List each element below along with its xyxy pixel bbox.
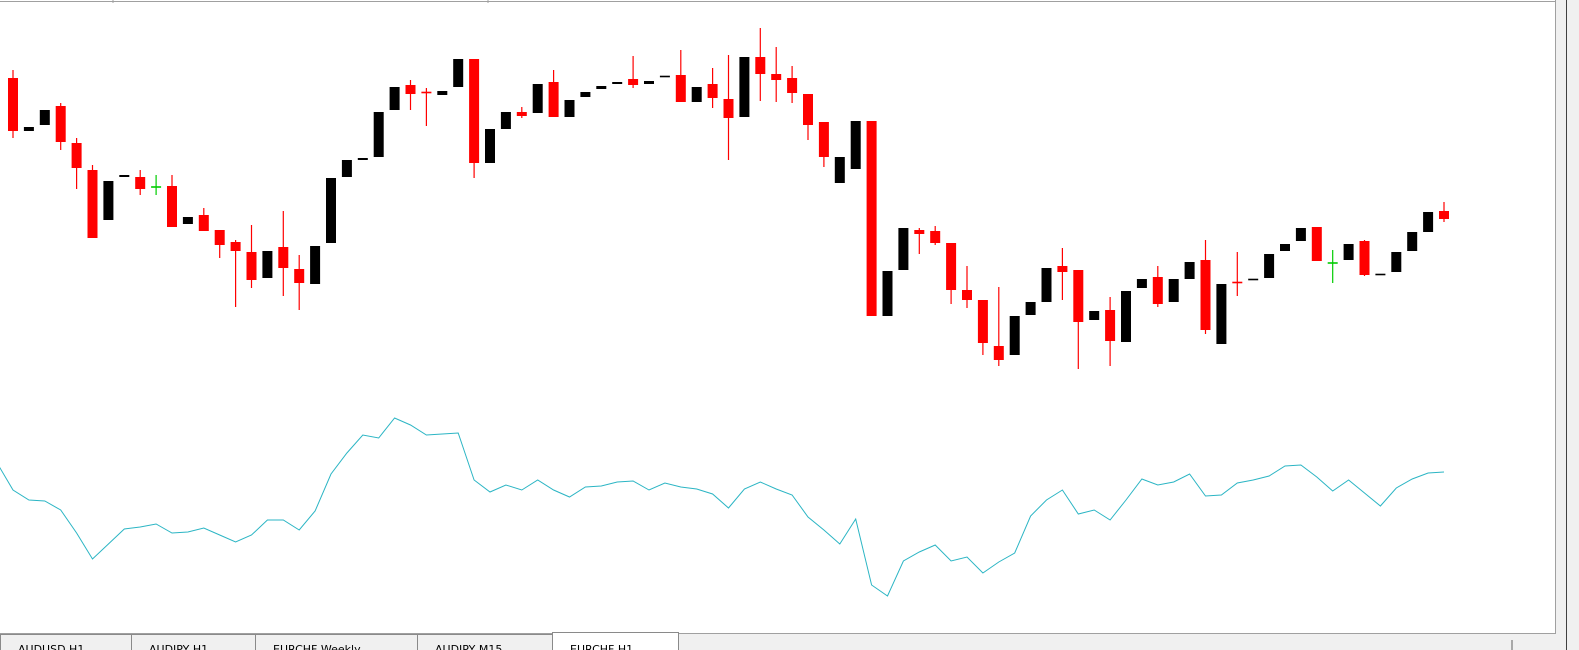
candle-body [294,269,305,283]
candle-body [1343,244,1354,260]
candle-body [135,177,146,189]
candle-body [1089,311,1100,320]
candle-body [739,57,750,117]
candle-body [707,84,718,98]
candle-body [119,175,130,177]
candle-body [898,228,909,270]
candle-body [310,246,321,284]
candle-body [1439,211,1449,219]
candle-body [628,79,639,85]
candle-body [516,112,527,116]
candle-body [1391,252,1402,272]
candle-body [453,59,464,87]
candle-body [405,85,416,94]
candle-body [914,230,925,234]
candle-body [850,121,861,169]
candle-body [691,87,702,102]
candle-body [803,94,813,125]
candle-body [357,158,368,160]
candle-body [612,82,623,84]
candle-body [278,247,289,268]
candle-body [580,92,591,97]
candle-body [437,91,448,95]
candle-body [1280,244,1290,251]
tab-label[interactable]: EURCHF,Weekly [273,643,361,650]
candle-body [1200,260,1211,330]
candle-body [564,100,575,117]
candle-body [1216,284,1227,344]
candle-body [230,242,241,251]
candle-body [39,110,50,125]
candle-body [882,271,893,316]
candle-body [1025,302,1036,315]
candle-body [1041,268,1052,302]
tab-label[interactable]: AUDJPY,H1 [149,643,208,650]
candle-body [485,129,495,163]
candle-body [8,78,18,131]
candle-body [326,178,336,243]
tab-label[interactable]: AUDUSD,H1 [18,643,84,650]
candle-body [87,170,98,238]
candle-body [246,252,257,280]
tab-strip: AUDUSD,H1 AUDJPY,H1 EURCHF,Weekly AUDJPY,M1… [0,632,1513,650]
candle-body [548,82,559,117]
candle-body [389,87,400,110]
candle-body [930,231,941,243]
candle-body [167,186,177,227]
candle-body [818,122,829,157]
candle-body [644,81,654,84]
candle-body [1152,277,1163,304]
tab-label[interactable]: EURCHF,H1 [570,643,633,650]
candle-body [962,290,972,300]
candle-body [1009,316,1020,355]
candle-body [71,143,82,168]
candle-body [1184,262,1195,279]
candle-body [214,230,225,245]
candle-body [500,112,511,129]
candle-body [1136,279,1147,288]
candle-body [341,160,352,177]
candle-body [1295,228,1306,241]
candle-body [1105,310,1116,341]
candle-body [1311,227,1322,261]
candle-body [373,112,384,157]
candle-body [469,59,480,163]
candle-body [262,251,273,278]
candle-body [977,300,988,343]
candle-body [1407,232,1418,251]
candle-body [55,106,66,142]
candle-body [1264,254,1275,278]
candle-body [675,75,686,102]
candle-body [1073,270,1084,322]
candle-body [755,57,766,74]
candle-body [1423,212,1434,232]
candle-body [23,127,34,131]
plot-area [0,28,1449,597]
right-panel [1556,0,1579,650]
candle-body [1121,291,1131,342]
candle-body [1359,241,1370,275]
candle-body [866,121,877,316]
candle-body [182,217,193,224]
candle-body [834,157,845,183]
candle-body [946,243,957,290]
indicator-line [0,417,1445,597]
candle-body [787,78,798,93]
candle-body [1168,279,1179,302]
candle-body [1057,266,1068,272]
candle-body [198,215,209,231]
active-tab[interactable] [552,632,679,650]
tab-label[interactable]: AUDJPY,M15 [435,643,502,650]
candle-body [596,86,607,89]
candle-body [532,84,543,113]
candle-body [771,74,782,80]
candle-body [723,99,734,118]
candle-body [993,346,1004,360]
candle-body [103,181,114,220]
